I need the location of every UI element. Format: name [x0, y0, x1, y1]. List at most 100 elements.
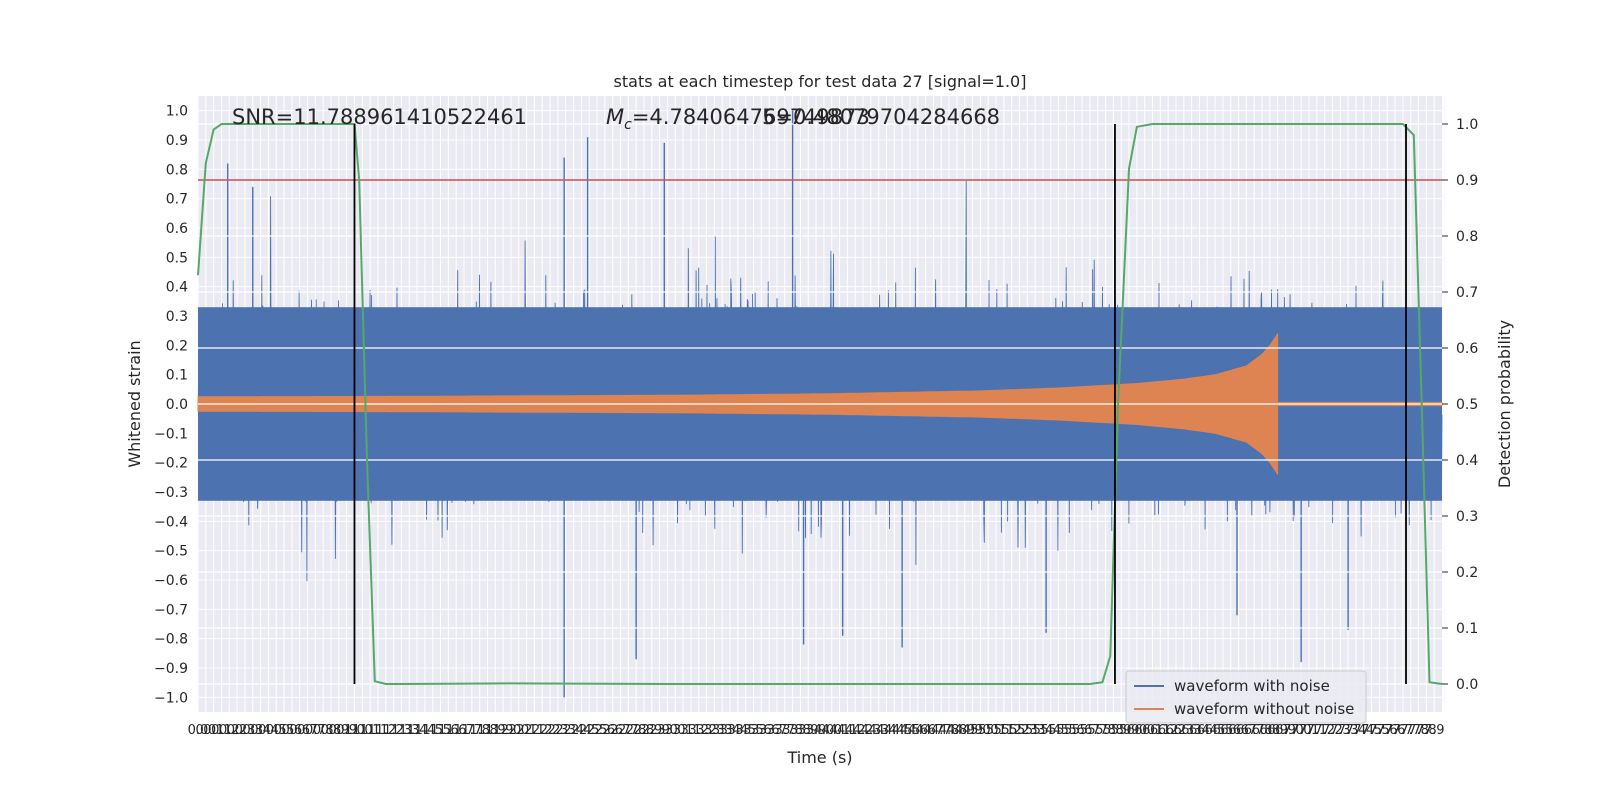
mc-annotation: Mc=4.784064769749873	[606, 105, 870, 133]
x-tick-label: 0.4	[250, 723, 271, 738]
x-tick-label: 0.9	[336, 723, 357, 738]
x-tick-labels: 0.00.00.10.10.20.20.30.30.40.40.50.50.60…	[188, 723, 1445, 738]
left-tick-label: 0.5	[166, 250, 188, 266]
x-tick-label: 3.4	[728, 723, 749, 738]
x-tick-label: 2.2	[532, 723, 553, 738]
x-tick-label: 2.6	[594, 723, 615, 738]
x-tick-label: 2.5	[579, 723, 600, 738]
x-tick-label: 6.2	[1166, 723, 1187, 738]
vertical-markers	[353, 124, 1407, 684]
x-tick-label: 3.7	[767, 723, 788, 738]
x-tick-label: 0.2	[219, 723, 240, 738]
x-tick-label: 7.2	[1314, 723, 1335, 738]
right-tick-label: 0.0	[1456, 677, 1478, 693]
x-tick-label: 1.8	[469, 723, 490, 738]
left-tick-label: −0.6	[154, 573, 188, 589]
x-tick-label: 2.0	[501, 723, 522, 738]
left-tick-label: 0.8	[166, 162, 188, 178]
x-tick-label: 3.6	[759, 723, 780, 738]
x-tick-label: 0.9	[328, 723, 349, 738]
x-axis-label: Time (s)	[786, 748, 852, 767]
x-tick-label: 7.3	[1330, 723, 1351, 738]
x-tick-label: 1.3	[391, 723, 412, 738]
legend: waveform with noise waveform without noi…	[1125, 670, 1367, 724]
x-tick-label: 2.8	[626, 723, 647, 738]
x-tick-label: 2.7	[610, 723, 631, 738]
x-tick-label: 5.7	[1080, 723, 1101, 738]
x-tick-label: 5.0	[970, 723, 991, 738]
x-tick-label: 2.0	[508, 723, 529, 738]
right-tick-label: 0.7	[1456, 285, 1478, 301]
x-tick-label: 5.1	[986, 723, 1007, 738]
x-tick-label: 3.5	[735, 723, 756, 738]
x-tick-label: 7.8	[1416, 723, 1437, 738]
legend-box	[1125, 670, 1367, 724]
x-tick-label: 6.4	[1197, 723, 1218, 738]
x-tick-label: 6.2	[1158, 723, 1179, 738]
x-tick-label: 0.6	[282, 723, 303, 738]
x-tick-label: 7.4	[1346, 723, 1367, 738]
x-tick-label: 1.2	[383, 723, 404, 738]
x-tick-label: 4.9	[954, 723, 975, 738]
x-tick-label: 5.9	[1119, 723, 1140, 738]
x-tick-label: 6.7	[1244, 723, 1265, 738]
x-tick-label: 1.9	[485, 723, 506, 738]
mc-symbol: M	[606, 105, 624, 129]
x-tick-label: 1.8	[477, 723, 498, 738]
left-tick-label: −0.3	[154, 485, 188, 501]
x-tick-label: 0.5	[274, 723, 295, 738]
x-tick-label: 6.0	[1134, 723, 1155, 738]
x-tick-label: 3.9	[798, 723, 819, 738]
x-tick-label: 4.3	[868, 723, 889, 738]
x-tick-label: 4.6	[907, 723, 928, 738]
x-tick-label: 1.1	[360, 723, 381, 738]
x-tick-label: 5.5	[1056, 723, 1077, 738]
left-tick-label: −1.0	[154, 690, 188, 706]
x-tick-label: 5.3	[1025, 723, 1046, 738]
left-tick-label: 0.3	[166, 309, 188, 325]
x-tick-label: 4.5	[900, 723, 921, 738]
x-tick-label: 6.3	[1181, 723, 1202, 738]
x-tick-label: 1.5	[430, 723, 451, 738]
left-tick-label: 0.9	[166, 133, 188, 149]
left-tick-label: 0.0	[166, 397, 188, 413]
x-tick-label: 3.1	[681, 723, 702, 738]
x-tick-label: 1.6	[446, 723, 467, 738]
right-tick-label: 0.8	[1456, 229, 1478, 245]
x-tick-label: 7.9	[1424, 723, 1445, 738]
x-tick-label: 6.9	[1275, 723, 1296, 738]
x-tick-label: 5.2	[1009, 723, 1030, 738]
x-tick-label: 4.1	[837, 723, 858, 738]
x-tick-label: 2.8	[634, 723, 655, 738]
x-tick-label: 7.5	[1369, 723, 1390, 738]
x-tick-label: 7.6	[1377, 723, 1398, 738]
left-tick-labels: −1.0 −0.9 −0.8 −0.7 −0.6 −0.5 −0.4 −0.3 −0.2 −0.1…	[154, 104, 188, 707]
left-axis-label: Whitened strain	[125, 340, 144, 467]
x-tick-label: 1.7	[454, 723, 475, 738]
left-tick-label: −0.4	[154, 514, 188, 530]
x-tick-label: 2.9	[649, 723, 670, 738]
right-tick-label: 0.9	[1456, 173, 1478, 189]
mc-value: =4.784064769749873	[632, 105, 870, 129]
x-tick-label: 0.8	[313, 723, 334, 738]
overlap-annotation: 5=0.48079704284668	[762, 105, 1000, 129]
x-tick-label: 2.6	[602, 723, 623, 738]
right-tick-label: 0.1	[1456, 621, 1478, 637]
x-tick-label: 0.5	[266, 723, 287, 738]
x-tick-label: 1.6	[438, 723, 459, 738]
x-tick-label: 5.8	[1103, 723, 1124, 738]
right-tick-label: 0.2	[1456, 565, 1478, 581]
x-tick-label: 7.8	[1408, 723, 1429, 738]
x-tick-label: 6.6	[1220, 723, 1241, 738]
x-tick-label: 3.5	[743, 723, 764, 738]
left-tick-label: 0.1	[166, 368, 188, 384]
x-tick-label: 4.3	[861, 723, 882, 738]
x-tick-label: 6.1	[1150, 723, 1171, 738]
x-tick-label: 2.9	[641, 723, 662, 738]
x-tick-label: 3.9	[806, 723, 827, 738]
x-tick-label: 6.7	[1236, 723, 1257, 738]
x-tick-label: 1.1	[368, 723, 389, 738]
x-tick-label: 4.8	[939, 723, 960, 738]
x-tick-label: 5.0	[978, 723, 999, 738]
x-tick-label: 5.6	[1072, 723, 1093, 738]
